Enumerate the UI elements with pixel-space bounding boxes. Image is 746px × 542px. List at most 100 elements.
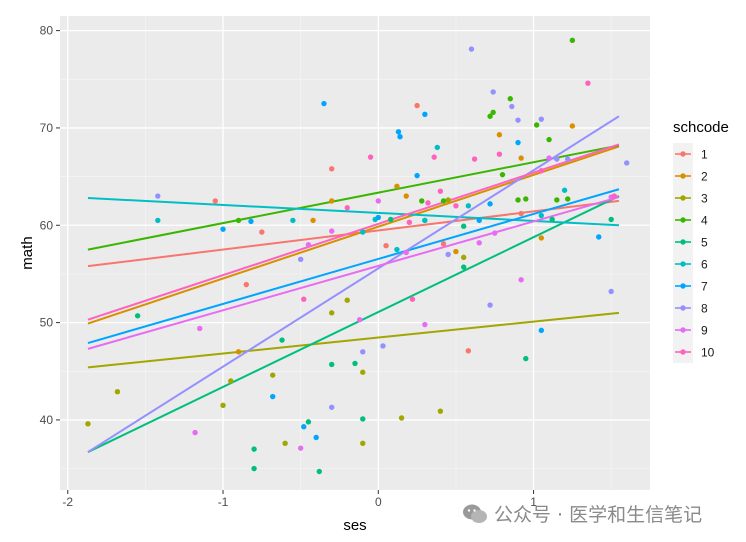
point-5: [460, 223, 467, 229]
point-3: [270, 372, 276, 378]
point-3: [220, 402, 226, 409]
point-4: [546, 136, 552, 143]
point-6: [561, 187, 568, 193]
legend-label-2: 2: [701, 170, 708, 184]
point-4: [419, 198, 425, 204]
wechat-icon: [463, 504, 487, 523]
x-tick-label: -2: [62, 495, 73, 509]
regression-line-6: [87, 197, 619, 227]
point-7: [487, 201, 493, 207]
point-7: [220, 226, 226, 232]
point-3: [437, 408, 444, 414]
point-1: [383, 243, 389, 249]
point-5: [523, 355, 529, 362]
point-4: [533, 122, 540, 128]
point-5: [329, 361, 335, 368]
watermark-text: 公众号 · 医学和生信笔记: [494, 504, 703, 526]
legend-point-10: [680, 349, 686, 355]
point-7: [414, 172, 420, 179]
point-10: [585, 80, 591, 86]
y-tick-label: 80: [40, 24, 54, 38]
x-tick-label: 1: [530, 495, 537, 509]
point-8: [608, 288, 614, 295]
point-5: [352, 360, 358, 367]
point-5: [251, 446, 257, 452]
point-8: [487, 302, 493, 308]
point-9: [329, 228, 335, 234]
point-2: [538, 235, 545, 241]
point-3: [85, 421, 91, 427]
point-2: [496, 132, 503, 138]
point-5: [388, 216, 394, 223]
regression-line-7: [87, 188, 620, 344]
point-9: [192, 429, 198, 436]
point-3: [460, 254, 467, 261]
legend-point-4: [680, 217, 686, 223]
point-6: [394, 246, 400, 253]
point-4: [569, 37, 576, 44]
point-6: [465, 203, 472, 209]
point-7: [313, 434, 319, 441]
regression-line-3: [87, 311, 620, 369]
point-8: [565, 156, 571, 162]
legend-label-8: 8: [701, 302, 708, 316]
point-8: [155, 193, 161, 199]
point-5: [251, 465, 257, 472]
x-tick-label: -1: [218, 495, 229, 509]
point-5: [460, 264, 467, 270]
point-8: [445, 251, 451, 258]
point-7: [375, 214, 381, 221]
point-1: [414, 102, 420, 109]
point-7: [422, 111, 428, 118]
point-9: [492, 230, 498, 236]
point-8: [509, 103, 515, 110]
regression-line-5: [87, 195, 620, 453]
legend-point-3: [680, 195, 686, 201]
point-10: [611, 193, 617, 199]
regression-line-8: [87, 115, 620, 453]
y-axis-label: math: [19, 236, 36, 269]
legend-point-9: [680, 327, 686, 333]
point-10: [406, 219, 413, 226]
point-9: [297, 445, 304, 451]
legend-label-9: 9: [701, 324, 708, 338]
axes: -2 -1 0 1 40 50 60 70 80: [40, 24, 538, 509]
point-8: [554, 156, 560, 162]
point-8: [538, 116, 545, 122]
legend-label-4: 4: [701, 214, 708, 228]
watermark: 公众号 · 医学和生信笔记: [462, 500, 702, 527]
legend-label-1: 1: [701, 148, 708, 162]
point-9: [375, 198, 381, 204]
point-10: [437, 188, 444, 194]
point-6: [290, 217, 296, 224]
y-tick-label: 50: [40, 316, 54, 330]
point-5: [305, 419, 312, 425]
legend-title: schcode: [673, 119, 729, 136]
point-10: [538, 168, 545, 174]
point-4: [507, 96, 513, 102]
point-7: [270, 393, 276, 400]
minor-gridlines: [60, 16, 650, 490]
regression-line-4: [87, 144, 620, 251]
point-8: [360, 349, 366, 355]
point-6: [360, 229, 366, 235]
point-9: [518, 277, 524, 283]
point-2: [569, 123, 576, 129]
y-tick-label: 70: [40, 121, 54, 135]
point-8: [468, 46, 475, 52]
point-10: [431, 154, 437, 160]
point-9: [422, 321, 428, 328]
point-5: [316, 468, 322, 475]
legend: schcode 1 2 3 4 5 6 7 8 9 10: [673, 119, 729, 363]
point-3: [360, 440, 366, 446]
point-7: [395, 129, 402, 135]
point-6: [422, 217, 428, 224]
point-5: [279, 337, 285, 343]
regression-line-1: [87, 199, 620, 268]
plot-panel: [60, 16, 650, 490]
point-1: [243, 281, 250, 288]
major-gridlines: [60, 16, 650, 490]
legend-label-5: 5: [701, 236, 708, 250]
point-6: [538, 212, 545, 219]
